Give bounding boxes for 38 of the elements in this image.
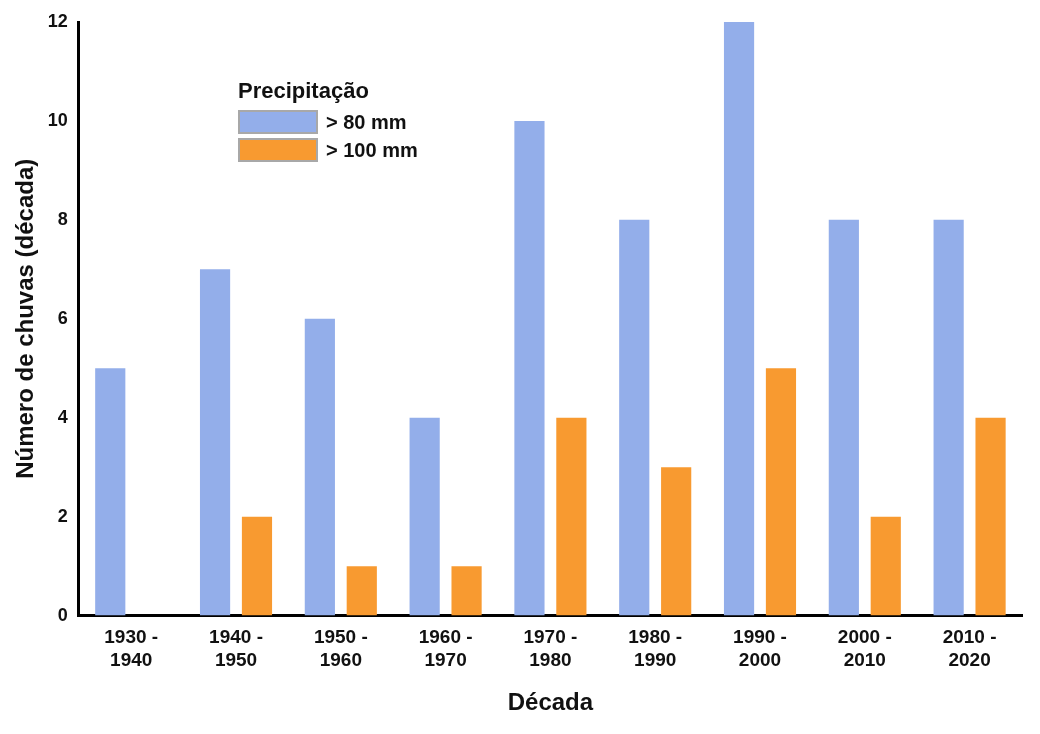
bar xyxy=(723,22,755,616)
legend-title: Precipitação xyxy=(238,78,370,104)
y-tick-label: 10 xyxy=(47,109,68,130)
bar xyxy=(870,516,901,616)
bar xyxy=(765,368,797,616)
x-tick-label: 2010 - 2020 xyxy=(942,626,997,671)
x-tick-label: 1990 - 2000 xyxy=(733,626,787,671)
bar xyxy=(241,516,273,616)
x-tick-label: 1940 - 1950 xyxy=(209,626,263,671)
bar xyxy=(933,219,964,616)
bar xyxy=(556,417,587,616)
x-tick-label: 1970 - 1980 xyxy=(523,626,578,671)
x-axis-title: Década xyxy=(507,688,594,716)
y-tick-label: 12 xyxy=(47,10,68,31)
x-tick-label: 1980 - 1990 xyxy=(628,626,683,671)
y-tick-label: 8 xyxy=(57,208,68,229)
x-tick-label: 1950 - 1960 xyxy=(313,626,368,671)
x-tick-label: 1930 - 1940 xyxy=(104,626,159,671)
bar xyxy=(514,120,545,616)
bar xyxy=(661,467,692,616)
y-tick-label: 0 xyxy=(57,604,68,625)
legend-label: > 80 mm xyxy=(326,110,407,134)
bar xyxy=(828,219,859,616)
x-tick-label: 2000 - 2010 xyxy=(837,626,892,671)
bar xyxy=(451,566,482,616)
y-tick-label: 4 xyxy=(57,406,68,427)
bar xyxy=(346,566,377,616)
x-tick-label: 1960 - 1970 xyxy=(418,626,473,671)
bar xyxy=(619,219,650,616)
bar xyxy=(95,368,126,616)
bar xyxy=(975,417,1006,616)
legend-label: > 100 mm xyxy=(326,138,418,162)
bar xyxy=(304,318,335,616)
bar xyxy=(199,269,231,616)
y-tick-label: 6 xyxy=(57,307,68,328)
y-tick-label: 2 xyxy=(57,505,68,526)
bar xyxy=(409,417,440,616)
y-axis-title: Número de chuvas (década) xyxy=(11,158,39,479)
